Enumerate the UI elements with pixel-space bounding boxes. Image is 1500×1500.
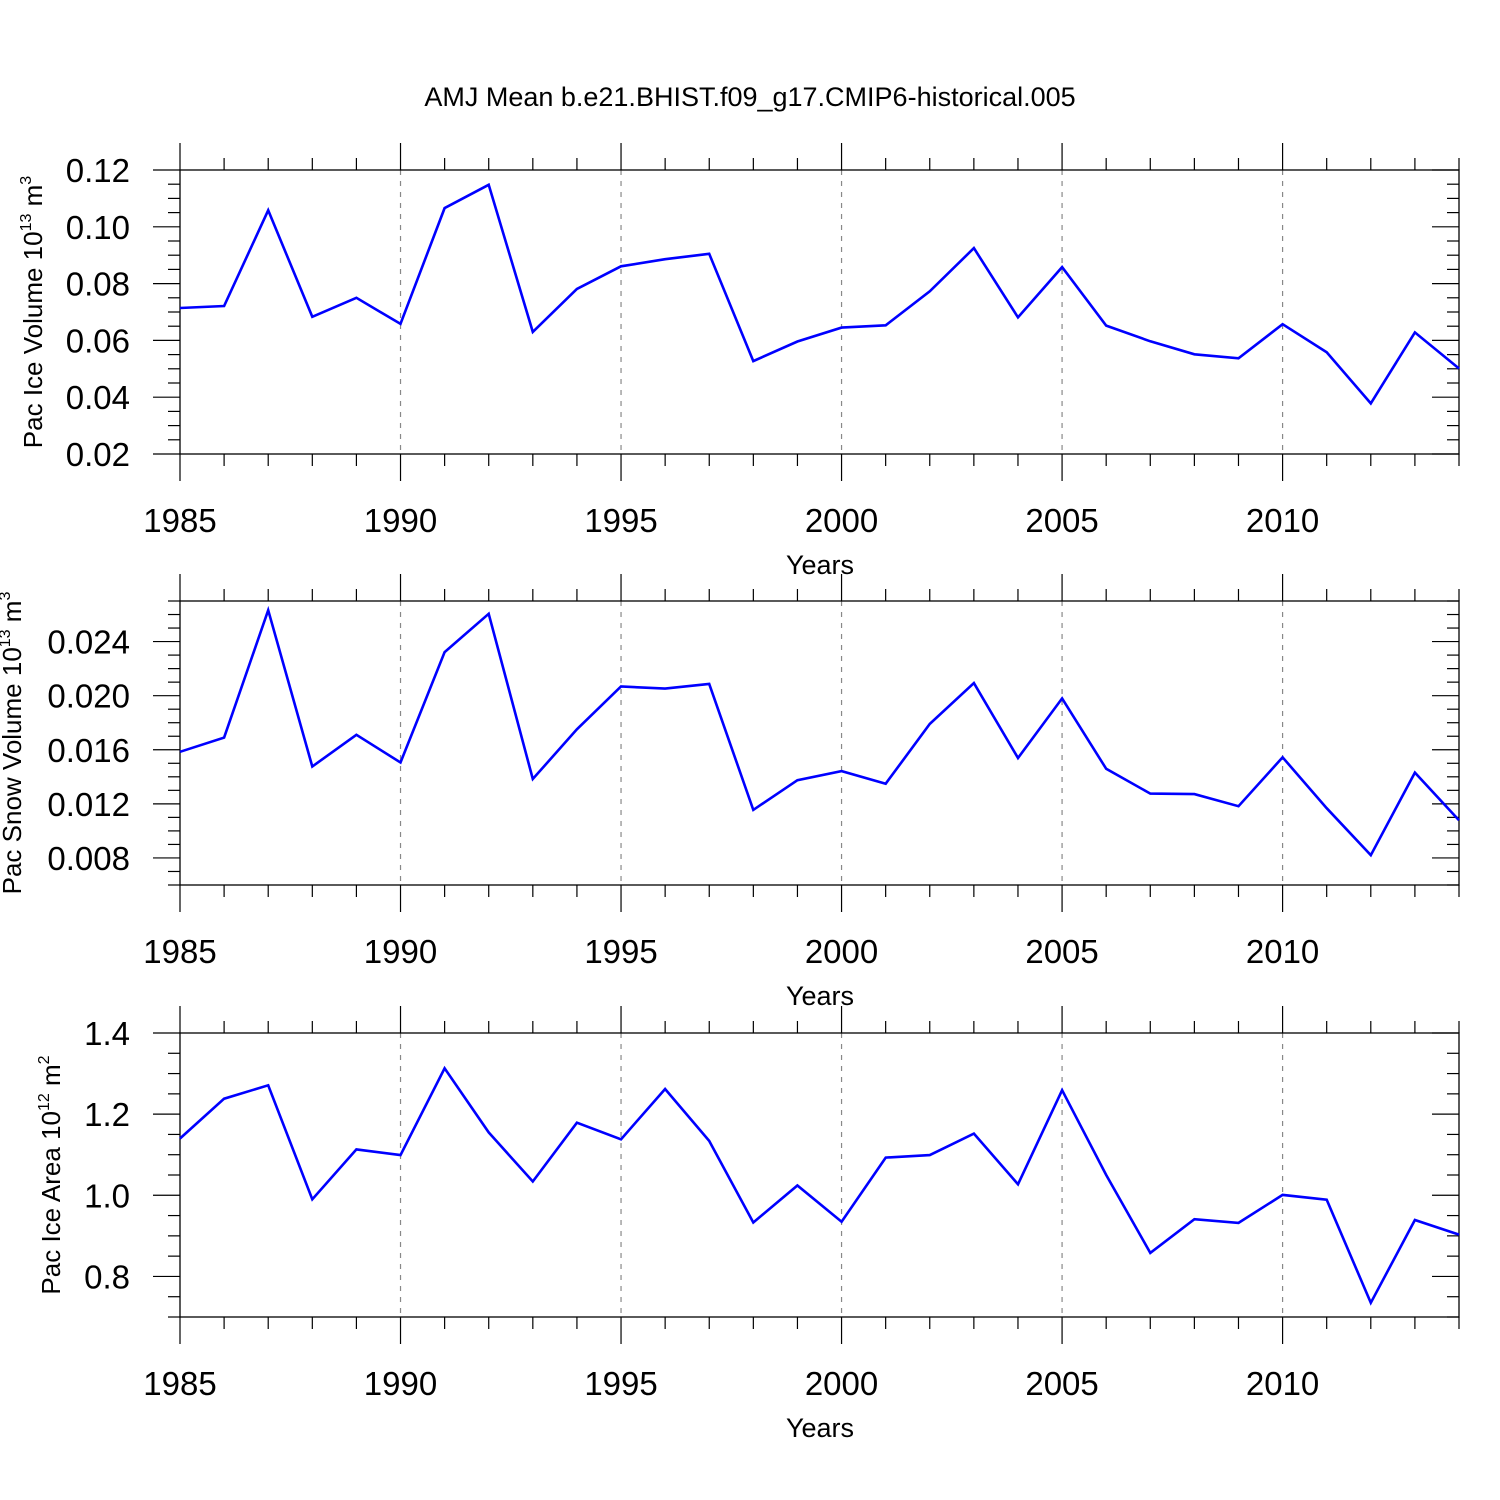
y-tick-label: 1.4 — [84, 1015, 130, 1052]
y-tick-label: 0.12 — [66, 152, 130, 189]
series-line-snow-volume — [179, 605, 1460, 858]
x-tick-label: 2000 — [805, 933, 878, 970]
y-axis-label: Pac Ice Volume 1013 m3 — [18, 176, 48, 449]
x-tick-label: 1985 — [143, 502, 216, 539]
x-tick-label: 1995 — [584, 1365, 657, 1402]
y-tick-label: 0.08 — [66, 266, 130, 303]
x-tick-label: 1985 — [143, 933, 216, 970]
series-line-ice-area — [179, 1065, 1460, 1306]
y-tick-label: 0.012 — [47, 786, 130, 823]
x-tick-label: 1990 — [364, 1365, 437, 1402]
x-axis-label: Years — [786, 1413, 854, 1443]
x-axis-label: Years — [786, 981, 854, 1011]
y-tick-label: 0.02 — [66, 436, 130, 473]
chart-title: AMJ Mean b.e21.BHIST.f09_g17.CMIP6-histo… — [424, 82, 1075, 112]
y-tick-label: 1.0 — [84, 1177, 130, 1214]
x-tick-label: 1995 — [584, 933, 657, 970]
y-tick-label: 0.008 — [47, 840, 130, 877]
y-tick-label: 0.024 — [47, 624, 130, 661]
x-tick-label: 2010 — [1246, 933, 1319, 970]
y-axis-label: Pac Snow Volume 1013 m3 — [0, 592, 27, 895]
panels: 1985 1990 1995 2000 2005 2010 Years 0.02 0.04 0.0… — [0, 143, 1460, 1443]
series-line-ice-volume — [179, 182, 1460, 406]
x-tick-label: 2010 — [1246, 1365, 1319, 1402]
x-tick-label: 2010 — [1246, 502, 1319, 539]
x-tick-label: 2005 — [1025, 933, 1098, 970]
x-tick-label: 2000 — [805, 1365, 878, 1402]
y-tick-label: 0.016 — [47, 732, 130, 769]
x-axis-label: Years — [786, 550, 854, 580]
y-tick-label: 0.020 — [47, 678, 130, 715]
x-tick-label: 2000 — [805, 502, 878, 539]
y-tick-label: 1.2 — [84, 1096, 130, 1133]
y-axis-label: Pac Ice Area 1012 m2 — [36, 1055, 66, 1294]
x-tick-label: 2005 — [1025, 502, 1098, 539]
x-tick-label: 1995 — [584, 502, 657, 539]
panel-snow-volume: 1985 1990 1995 2000 2005 2010 Years 0.008 0.012 0… — [0, 574, 1460, 1011]
plot-frame — [179, 169, 1460, 455]
plot-frame — [179, 1032, 1460, 1318]
panel-ice-area: 1985 1990 1995 2000 2005 2010 Years 0.8 1.0 1.2 1.… — [36, 1006, 1460, 1443]
x-tick-label: 1990 — [364, 502, 437, 539]
x-tick-label: 2005 — [1025, 1365, 1098, 1402]
x-tick-label: 1985 — [143, 1365, 216, 1402]
plot-frame — [179, 600, 1460, 886]
y-tick-label: 0.04 — [66, 379, 130, 416]
y-tick-label: 0.8 — [84, 1258, 130, 1295]
y-tick-label: 0.10 — [66, 209, 130, 246]
panel-ice-volume: 1985 1990 1995 2000 2005 2010 Years 0.02 0.04 0.0… — [18, 143, 1460, 580]
y-tick-label: 0.06 — [66, 322, 130, 359]
x-tick-label: 1990 — [364, 933, 437, 970]
